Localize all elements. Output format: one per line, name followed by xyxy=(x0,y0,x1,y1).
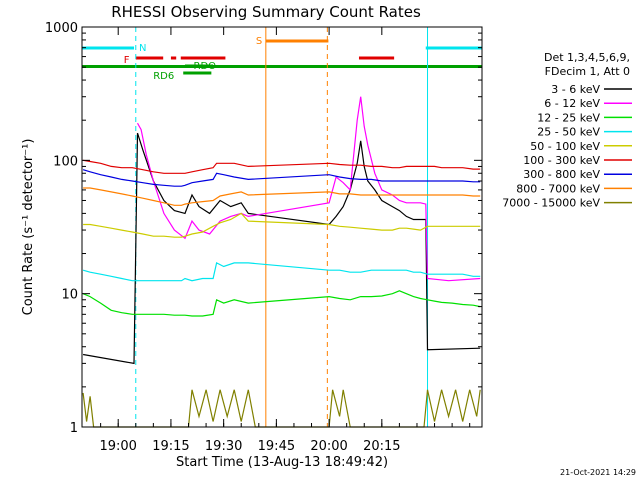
x-tick-label: 19:15 xyxy=(152,439,189,454)
x-tick-label: 19:30 xyxy=(205,439,242,454)
series-line xyxy=(83,187,481,206)
series-line xyxy=(83,212,481,238)
legend-entry-label: 12 - 25 keV xyxy=(537,111,600,124)
flags-layer: NFSRDORD6 xyxy=(82,36,482,82)
y-axis: 1 10 100 1000 xyxy=(45,21,482,436)
plot-frame xyxy=(81,26,483,428)
x-tick-label: 19:45 xyxy=(258,439,295,454)
series-line xyxy=(82,290,481,317)
y-axis-label: Count Rate (s⁻¹ detector⁻¹) xyxy=(21,139,36,316)
flag-label: S xyxy=(256,36,262,47)
flag-label: N xyxy=(139,43,146,54)
flag-label: RD6 xyxy=(153,71,174,82)
x-tick-label: 20:15 xyxy=(363,439,400,454)
detector-info-line-1: Det 1,3,4,5,6,9, xyxy=(544,51,630,64)
series-line xyxy=(82,169,481,187)
generation-timestamp: 21-Oct-2021 14:29 xyxy=(560,468,636,477)
detector-info-line-2: FDecim 1, Att 0 xyxy=(545,65,630,78)
legend-entry-label: 100 - 300 keV xyxy=(523,154,600,167)
chart-title: RHESSI Observing Summary Count Rates xyxy=(111,3,421,21)
series-line xyxy=(82,159,481,174)
y-tick-label: 100 xyxy=(53,154,78,169)
night-markers-layer xyxy=(81,27,483,427)
x-tick-label: 19:00 xyxy=(99,439,136,454)
series-line xyxy=(82,389,481,428)
legend-entry-label: 800 - 7000 keV xyxy=(516,182,600,195)
flag-label: F xyxy=(124,55,130,66)
series-line xyxy=(82,132,481,365)
series-line xyxy=(136,96,481,282)
y-tick-label: 10 xyxy=(61,288,78,303)
series-line xyxy=(82,262,481,282)
legend-entry-label: 3 - 6 keV xyxy=(551,83,600,96)
legend-entry-label: 6 - 12 keV xyxy=(544,97,600,110)
legend-entry-label: 300 - 800 keV xyxy=(523,168,600,181)
y-tick-label: 1000 xyxy=(45,21,78,36)
x-axis-label: Start Time (13-Aug-13 18:49:42) xyxy=(176,455,388,470)
x-tick-label: 20:00 xyxy=(310,439,347,454)
legend-entry-label: 50 - 100 keV xyxy=(530,140,600,153)
series-layer xyxy=(82,96,481,428)
legend-entry-label: 7000 - 15000 keV xyxy=(502,197,600,210)
legend-entry-label: 25 - 50 keV xyxy=(537,126,600,139)
y-tick-label: 1 xyxy=(70,421,78,436)
x-axis: 19:00 19:15 19:30 19:45 20:00 20:15 xyxy=(99,27,471,454)
